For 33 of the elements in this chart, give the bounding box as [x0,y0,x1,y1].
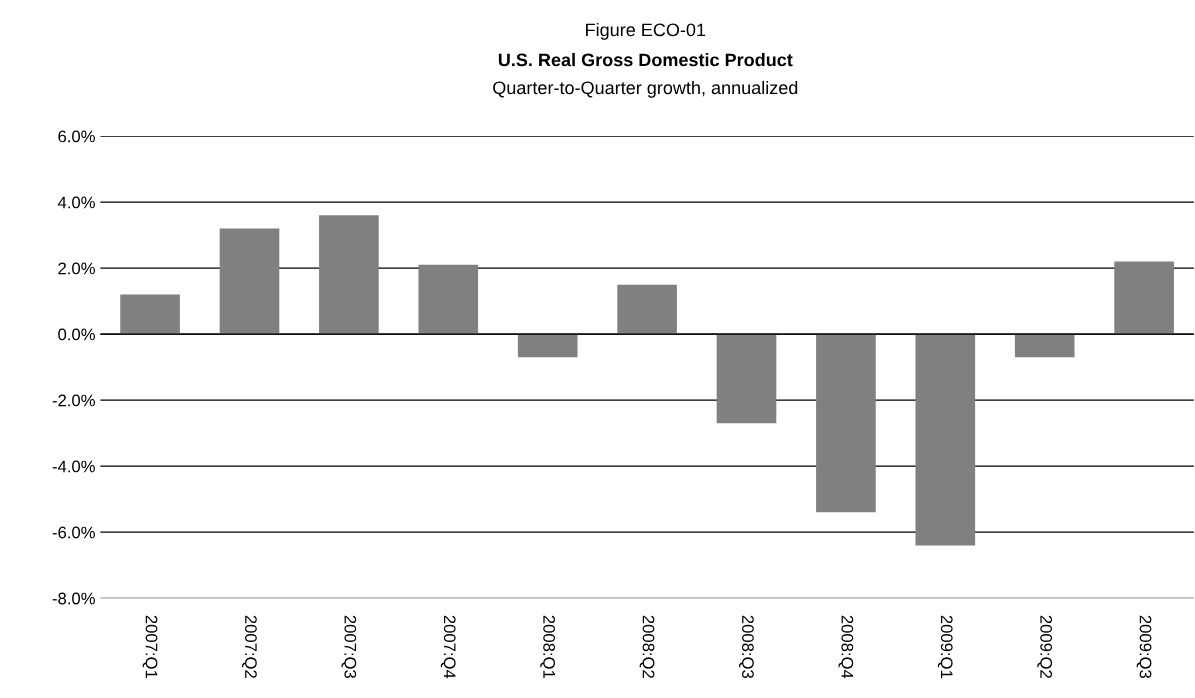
bar [219,228,280,335]
x-tick-label: 2008:Q2 [639,615,655,678]
bar [517,334,578,358]
x-tick-label: 2009:Q2 [1037,615,1053,678]
x-tick-label: 2008:Q3 [739,615,754,679]
y-tick-label: -8.0% [52,592,95,605]
x-tick-label: 2009:Q3 [1136,615,1152,679]
bar [1114,261,1174,335]
x-tick-label: 2007:Q4 [440,615,456,679]
y-tick-label: 0.0% [58,328,95,341]
chart-subtitle: Quarter-to-Quarter growth, annualized [493,80,798,98]
x-tick-label: 2008:Q4 [838,615,854,679]
x-tick-label: 2007:Q1 [142,615,158,678]
bar [1014,334,1075,358]
bar [418,264,479,335]
y-tick-label: -6.0% [52,526,95,539]
bar [915,334,976,546]
x-tick-label: 2008:Q1 [540,615,556,678]
bar [319,215,379,335]
x-tick-label: 2007:Q3 [341,615,357,679]
bar [716,334,777,424]
bar [120,294,180,335]
y-tick-label: 6.0% [58,130,95,143]
x-tick-label: 2007:Q2 [242,615,257,678]
bar [617,284,677,335]
text: Figure ECO-01 [586,22,706,40]
x-tick-label: 2009:Q1 [937,615,953,678]
y-tick-label: 4.0% [57,196,95,209]
y-tick-label: -2.0% [52,394,95,407]
y-tick-label: -4.0% [52,460,95,473]
bar [816,334,876,513]
y-tick-label: 2.0% [58,262,95,275]
chart-title: U.S. Real Gross Domestic Product [498,53,793,67]
